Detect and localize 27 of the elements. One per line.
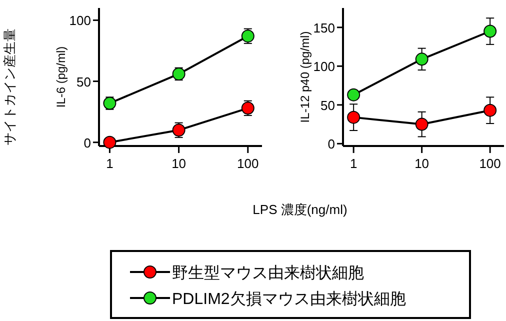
legend-label: 野生型マウス由来樹状細胞 (172, 264, 364, 282)
y-axis-title: IL-6 (pg/ml) (54, 46, 68, 108)
x-tick-label: 10 (414, 156, 430, 171)
point (347, 110, 360, 124)
point (103, 136, 116, 149)
point (415, 118, 428, 131)
y-tick-label: 50 (76, 74, 91, 90)
y-tick-label: 50 (320, 98, 335, 113)
x-tick-label: 100 (479, 156, 501, 171)
y-tick-label: 0 (328, 136, 335, 152)
point (347, 88, 360, 102)
point (484, 24, 497, 38)
y-tick-label: 100 (69, 13, 91, 28)
point (415, 52, 428, 66)
legend-label: PDLIM2欠損マウス由来樹状細胞 (172, 290, 406, 308)
y-tick-label: 0 (84, 135, 91, 150)
x-tick-label: 1 (350, 156, 358, 171)
y-tick-label: 100 (313, 59, 335, 74)
x-tick-label: 1 (106, 156, 114, 171)
x-tick-label: 100 (237, 156, 259, 171)
x-axis-title: LPS 濃度(ng/ml) (252, 202, 348, 217)
point (484, 104, 497, 117)
x-tick-label: 10 (172, 156, 186, 171)
point (172, 124, 186, 137)
y-axis-title: IL-12 p40 (pg/ml) (298, 31, 312, 123)
y-tick-label: 150 (313, 20, 335, 36)
text: サイトカイン産生量 (2, 28, 17, 146)
